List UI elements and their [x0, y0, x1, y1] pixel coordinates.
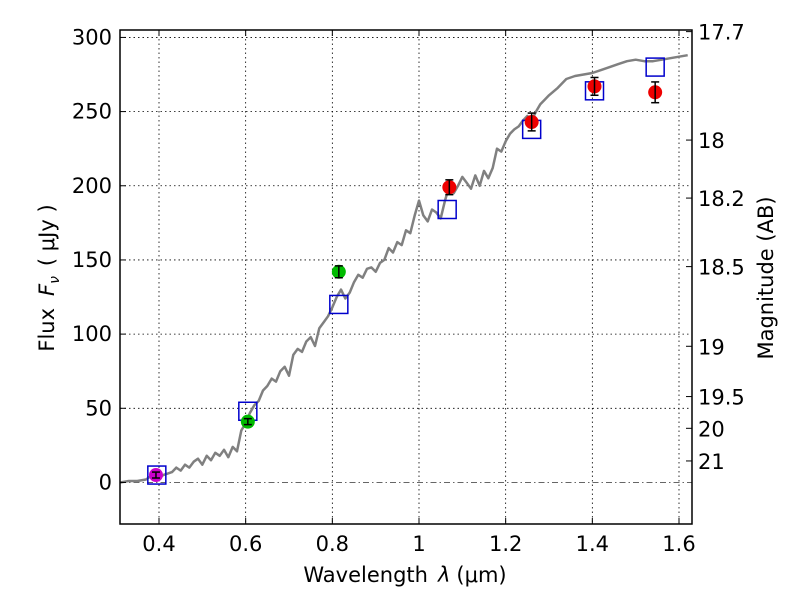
ticks-layer: 0.4 0.6 0.8 1 1.2 1.4 1.6 0 50 100 150 200 250 300 17.… [72, 21, 745, 556]
y-tick-label: 0 [99, 470, 112, 494]
mag-tick-label: 19 [698, 335, 725, 359]
mag-tick-label: 18.5 [698, 256, 745, 280]
points-layer [147, 57, 665, 485]
model-photometry-square [645, 57, 665, 77]
y-tick-label: 100 [72, 322, 112, 346]
mag-tick-label: 18 [698, 129, 725, 153]
mag-tick-label: 20 [698, 417, 725, 441]
y-tick-label: 300 [72, 25, 112, 49]
x-tick-label: 0.4 [142, 532, 175, 556]
x-tick-label: 0.6 [229, 532, 262, 556]
y-tick-label: 150 [72, 248, 112, 272]
y-axis-label: FluxFν( μJy ) [35, 204, 63, 351]
y-tick-label: 200 [72, 174, 112, 198]
model-photometry-square [147, 465, 167, 485]
x-axis-label: Wavelength λ (μm) [303, 563, 506, 587]
x-tick-label: 1.2 [489, 532, 522, 556]
plot-frame [119, 29, 693, 525]
y-tick-label: 250 [72, 100, 112, 124]
model-photometry-square [437, 199, 457, 220]
mag-tick-label: 17.7 [698, 21, 745, 45]
y-tick-label: 50 [85, 396, 112, 420]
mag-tick-label: 19.5 [698, 386, 745, 410]
spectrum-line [119, 53, 688, 484]
mag-tick-label: 18.2 [698, 187, 745, 211]
x-tick-label: 0.8 [316, 532, 349, 556]
x-tick-label: 1 [412, 532, 425, 556]
mag-tick-label: 21 [698, 450, 725, 474]
spectrum-layer [119, 53, 688, 484]
y2-axis-label: Magnitude (AB) [754, 196, 778, 359]
x-tick-label: 1.6 [662, 532, 695, 556]
grid [120, 30, 692, 524]
model-photometry-square [329, 294, 349, 315]
x-tick-label: 1.4 [576, 532, 609, 556]
